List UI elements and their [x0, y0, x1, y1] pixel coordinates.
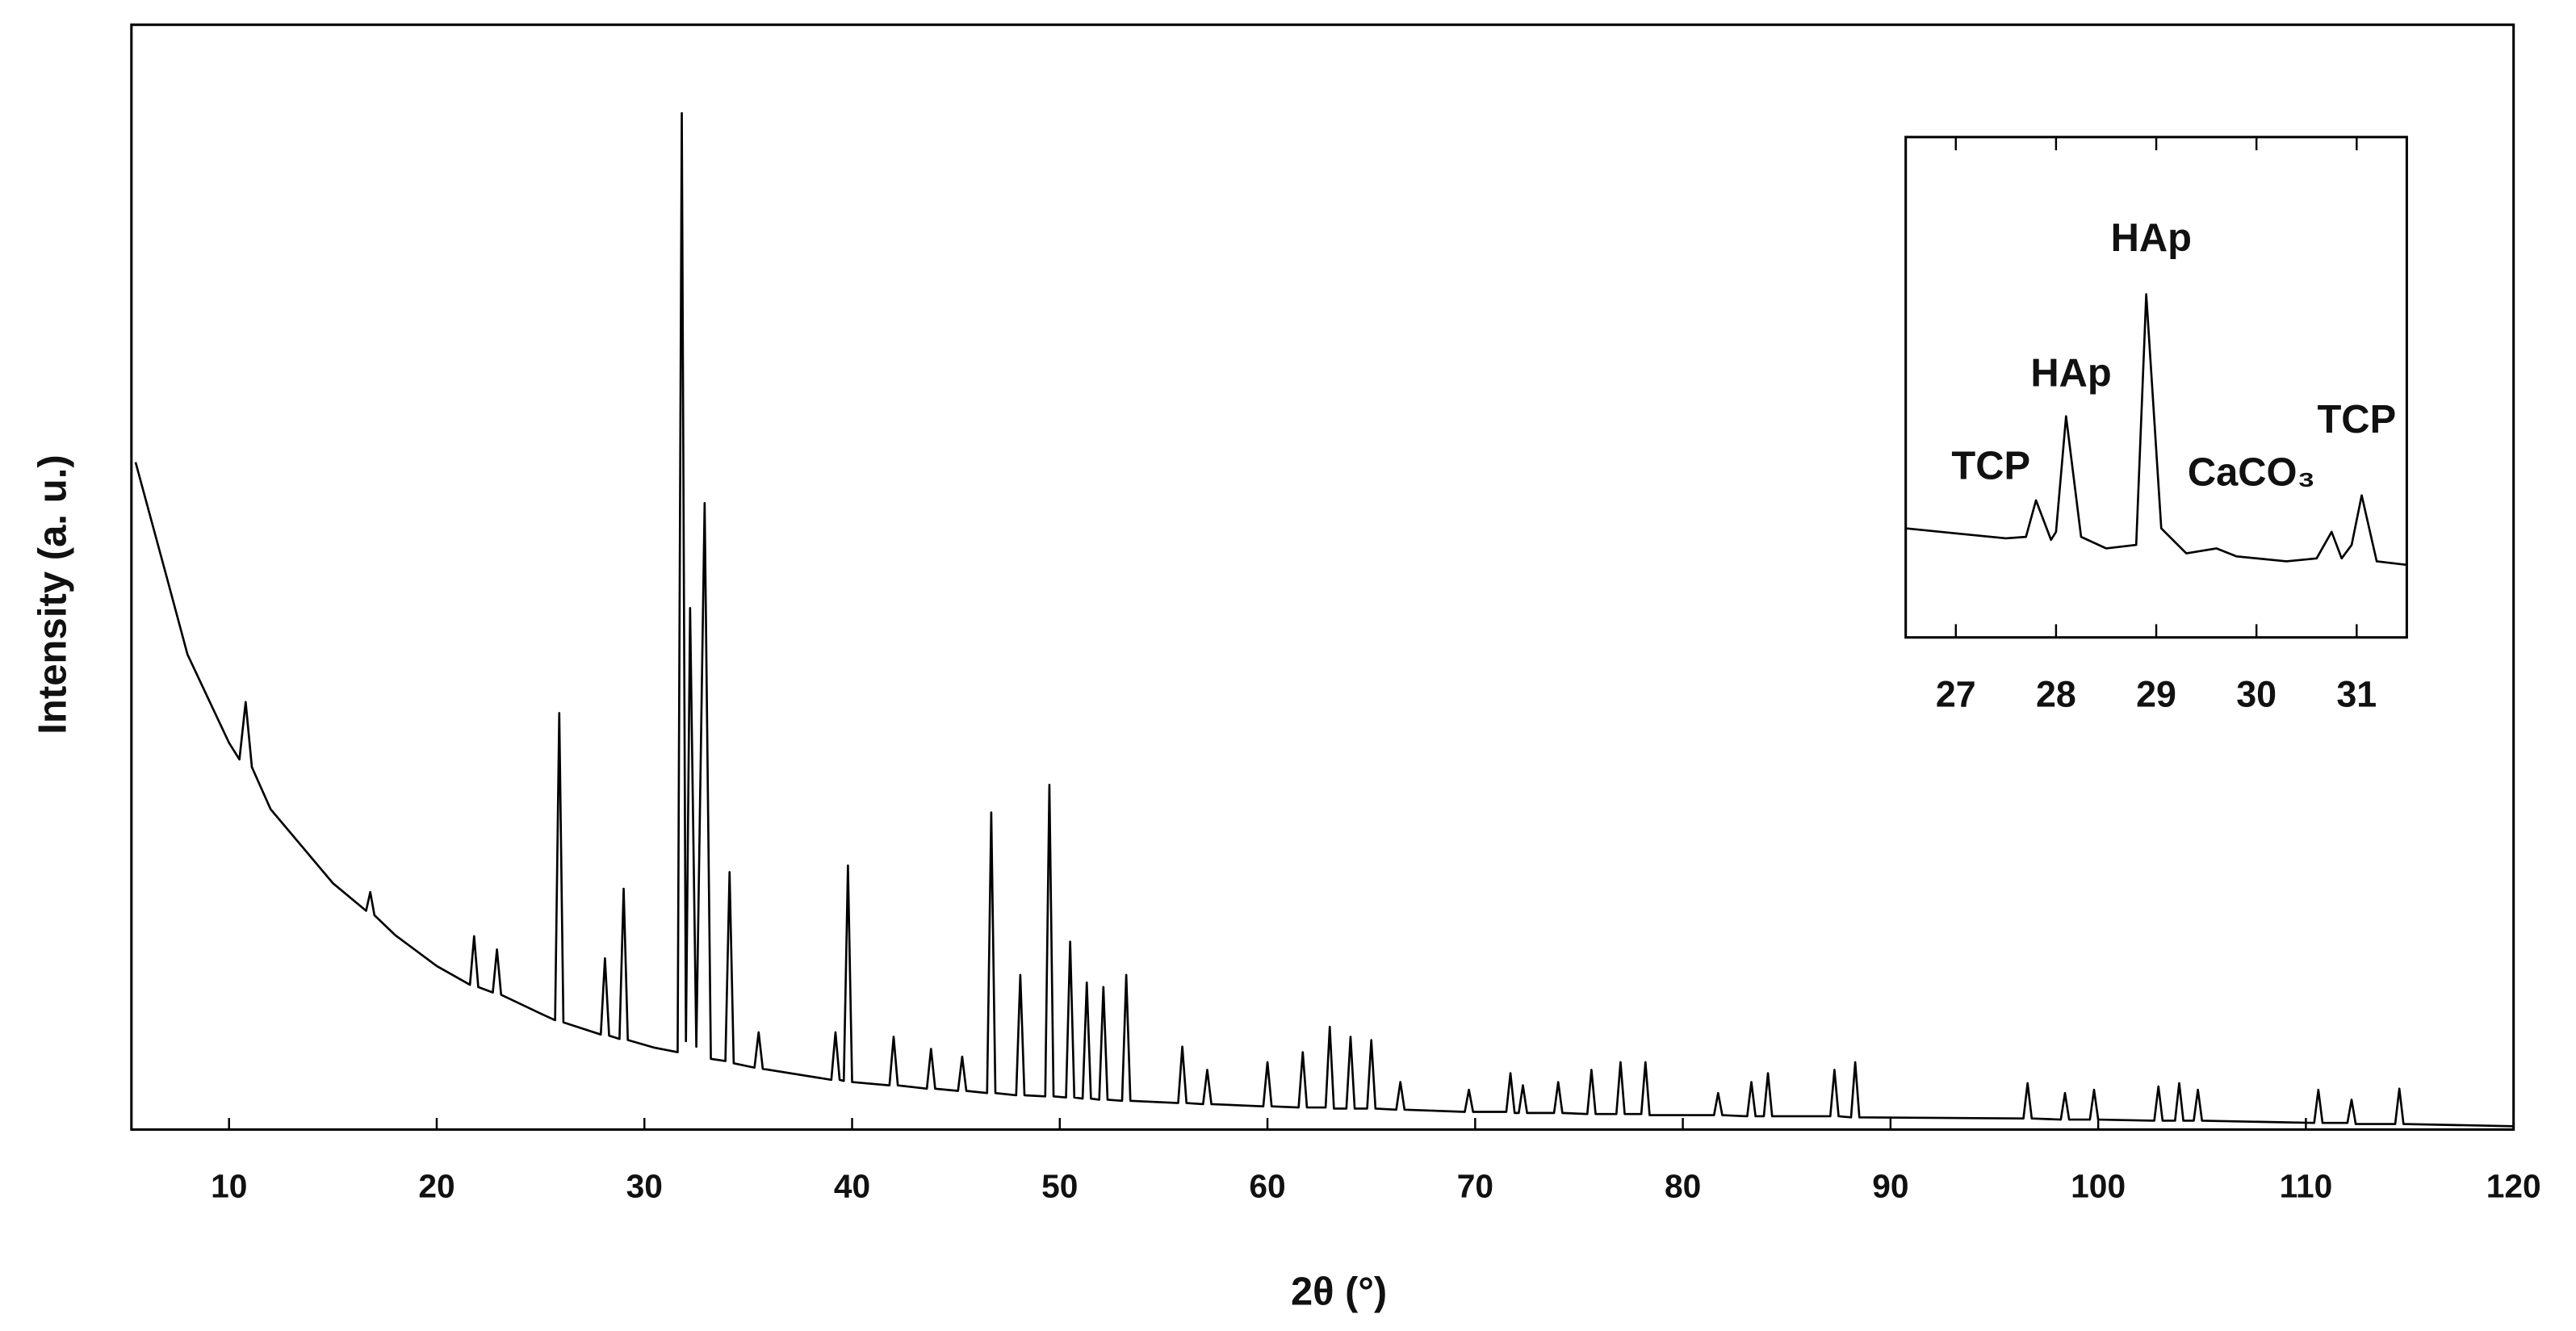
- data-line: [134, 111, 2514, 1128]
- x-tick-label: 20: [418, 1167, 454, 1204]
- x-tick-label: 60: [1249, 1167, 1285, 1204]
- x-tick-label: 120: [2486, 1167, 2541, 1204]
- plot-frame: [1904, 136, 2408, 639]
- x-tick-label: 100: [2071, 1167, 2126, 1204]
- annotation: TCP: [2317, 398, 2396, 442]
- x-tick-label: 28: [2036, 674, 2076, 715]
- annotation: CaCO₃: [2188, 450, 2315, 494]
- x-tick-label: 29: [2136, 674, 2176, 715]
- annotation: TCP: [1951, 444, 2030, 488]
- x-tick-label: 31: [2336, 674, 2377, 715]
- x-tick-label: 80: [1665, 1167, 1701, 1204]
- x-tick-label: 27: [1936, 674, 1976, 715]
- y-axis-label: Intensity (a. u.): [31, 454, 75, 734]
- x-tick-label: 90: [1872, 1167, 1908, 1204]
- x-tick-label: 30: [2236, 674, 2277, 715]
- x-tick-label: 10: [211, 1167, 247, 1204]
- annotation: HAp: [2111, 216, 2192, 260]
- annotation: HAp: [2030, 352, 2111, 396]
- x-axis-label: 2θ (°): [1291, 1270, 1387, 1313]
- x-tick-label: 110: [2280, 1167, 2333, 1204]
- data-line: [1905, 293, 2407, 567]
- x-tick-label: 30: [626, 1167, 663, 1204]
- x-tick-label: 50: [1041, 1167, 1078, 1204]
- x-tick-label: 70: [1457, 1167, 1493, 1204]
- x-tick-label: 40: [834, 1167, 870, 1204]
